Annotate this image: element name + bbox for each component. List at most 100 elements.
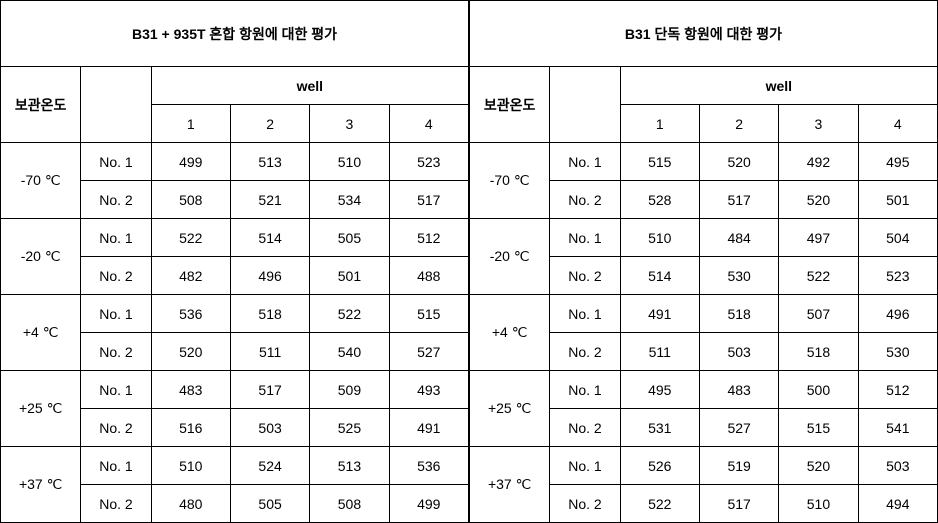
data-cell: 530	[858, 333, 937, 371]
sample-cell: No. 1	[550, 447, 620, 485]
temp-cell: -20 ℃	[470, 219, 550, 295]
data-cell: 516	[151, 409, 230, 447]
data-cell: 500	[779, 371, 858, 409]
left-panel: B31 + 935T 혼합 항원에 대한 평가 보관온도 well 1 2 3 …	[0, 0, 469, 523]
data-cell: 520	[779, 181, 858, 219]
data-cell: 528	[620, 181, 699, 219]
sample-cell: No. 1	[81, 371, 151, 409]
right-sample-header	[550, 67, 620, 143]
data-cell: 515	[389, 295, 468, 333]
left-well-header: well	[151, 67, 468, 105]
temp-cell: +37 ℃	[1, 447, 81, 523]
data-cell: 540	[310, 333, 389, 371]
sample-cell: No. 2	[81, 333, 151, 371]
sample-cell: No. 1	[81, 295, 151, 333]
data-cell: 518	[699, 295, 778, 333]
data-cell: 517	[699, 485, 778, 523]
data-cell: 530	[699, 257, 778, 295]
data-cell: 522	[620, 485, 699, 523]
sample-cell: No. 2	[550, 333, 620, 371]
data-cell: 515	[779, 409, 858, 447]
data-cell: 527	[699, 409, 778, 447]
table-row: -20 ℃ No. 1 522 514 505 512	[1, 219, 469, 257]
data-cell: 522	[151, 219, 230, 257]
data-cell: 523	[389, 143, 468, 181]
right-well-col: 3	[779, 105, 858, 143]
tables-container: B31 + 935T 혼합 항원에 대한 평가 보관온도 well 1 2 3 …	[0, 0, 938, 523]
data-cell: 493	[389, 371, 468, 409]
data-cell: 483	[699, 371, 778, 409]
data-cell: 495	[620, 371, 699, 409]
data-cell: 491	[620, 295, 699, 333]
data-cell: 505	[310, 219, 389, 257]
data-cell: 496	[230, 257, 309, 295]
right-well-col: 4	[858, 105, 937, 143]
data-cell: 527	[389, 333, 468, 371]
temp-cell: -20 ℃	[1, 219, 81, 295]
data-cell: 522	[779, 257, 858, 295]
data-cell: 520	[151, 333, 230, 371]
temp-cell: +4 ℃	[1, 295, 81, 371]
data-cell: 504	[858, 219, 937, 257]
temp-cell: -70 ℃	[470, 143, 550, 219]
data-cell: 491	[389, 409, 468, 447]
data-cell: 511	[230, 333, 309, 371]
left-well-col: 1	[151, 105, 230, 143]
data-cell: 510	[151, 447, 230, 485]
left-temp-header: 보관온도	[1, 67, 81, 143]
right-well-col: 1	[620, 105, 699, 143]
temp-cell: +25 ℃	[1, 371, 81, 447]
right-well-col: 2	[699, 105, 778, 143]
data-cell: 483	[151, 371, 230, 409]
data-cell: 515	[620, 143, 699, 181]
temp-cell: +25 ℃	[470, 371, 550, 447]
data-cell: 520	[699, 143, 778, 181]
data-cell: 494	[858, 485, 937, 523]
data-cell: 480	[151, 485, 230, 523]
data-cell: 513	[230, 143, 309, 181]
data-cell: 536	[151, 295, 230, 333]
data-cell: 499	[389, 485, 468, 523]
data-cell: 541	[858, 409, 937, 447]
data-cell: 499	[151, 143, 230, 181]
sample-cell: No. 2	[550, 485, 620, 523]
data-cell: 511	[620, 333, 699, 371]
data-cell: 517	[230, 371, 309, 409]
data-cell: 509	[310, 371, 389, 409]
data-cell: 492	[779, 143, 858, 181]
data-cell: 512	[389, 219, 468, 257]
data-cell: 523	[858, 257, 937, 295]
sample-cell: No. 1	[550, 219, 620, 257]
table-row: -70 ℃ No. 1 515 520 492 495	[470, 143, 938, 181]
left-table: B31 + 935T 혼합 항원에 대한 평가 보관온도 well 1 2 3 …	[0, 0, 469, 523]
data-cell: 503	[230, 409, 309, 447]
data-cell: 496	[858, 295, 937, 333]
data-cell: 501	[858, 181, 937, 219]
sample-cell: No. 2	[81, 257, 151, 295]
data-cell: 512	[858, 371, 937, 409]
left-well-col: 2	[230, 105, 309, 143]
sample-cell: No. 1	[550, 295, 620, 333]
data-cell: 536	[389, 447, 468, 485]
data-cell: 488	[389, 257, 468, 295]
data-cell: 505	[230, 485, 309, 523]
table-row: +25 ℃ No. 1 495 483 500 512	[470, 371, 938, 409]
data-cell: 522	[310, 295, 389, 333]
data-cell: 526	[620, 447, 699, 485]
sample-cell: No. 1	[81, 143, 151, 181]
data-cell: 517	[389, 181, 468, 219]
data-cell: 534	[310, 181, 389, 219]
sample-cell: No. 2	[550, 257, 620, 295]
table-row: +37 ℃ No. 1 526 519 520 503	[470, 447, 938, 485]
sample-cell: No. 2	[81, 181, 151, 219]
sample-cell: No. 2	[81, 409, 151, 447]
data-cell: 518	[230, 295, 309, 333]
sample-cell: No. 2	[550, 409, 620, 447]
right-well-header: well	[620, 67, 937, 105]
temp-cell: +37 ℃	[470, 447, 550, 523]
data-cell: 520	[779, 447, 858, 485]
data-cell: 518	[779, 333, 858, 371]
data-cell: 503	[699, 333, 778, 371]
left-title: B31 + 935T 혼합 항원에 대한 평가	[1, 1, 469, 67]
left-well-col: 3	[310, 105, 389, 143]
